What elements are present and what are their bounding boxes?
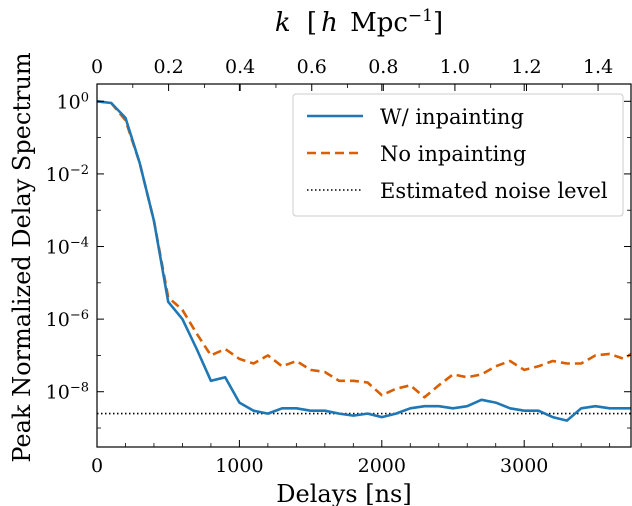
top-tick-label: 1.0 [440,56,470,78]
x-axis-label: Delays [ns] [276,480,411,506]
legend: W/ inpainting No inpainting Estimated nois… [292,93,624,217]
axes-frame [96,83,632,448]
series-line-1 [97,100,631,399]
y-tick-label: 10−4 [46,235,89,259]
y-axis-label: Peak Normalized Delay Spectrum [8,52,36,463]
top-tick-label: 0.6 [297,56,327,78]
top-tick-label: 1.4 [583,56,613,78]
y-tick-label: 100 [57,90,89,114]
x-tick-label: 3000 [500,455,548,477]
y-tick-label: 10−6 [46,308,89,332]
top-tick-label: 0 [91,56,103,78]
legend-label-1: No inpainting [380,142,526,166]
plot-area: 0 1000 2000 3000 0 0.2 0.4 0.6 0.8 1.0 1.2 1.4 100 10… [46,56,632,477]
y-tick-label: 10−2 [46,162,89,186]
top-tick-label: 1.2 [511,56,541,78]
top-axis-label: k [h Mpc−1] [275,6,443,38]
x-tick-label: 2000 [358,455,406,477]
legend-label-2: Estimated noise level [380,179,608,203]
legend-box [292,93,624,217]
series-layer [97,100,631,422]
ticks-layer: 0 1000 2000 3000 0 0.2 0.4 0.6 0.8 1.0 1.2 1.4 100 10… [46,56,631,477]
x-tick-label: 0 [91,455,103,477]
top-tick-label: 0.4 [225,56,255,78]
x-tick-label: 1000 [215,455,263,477]
y-tick-label: 10−8 [46,380,89,404]
legend-label-0: W/ inpainting [380,105,524,129]
top-tick-label: 0.8 [368,56,398,78]
series-line-0 [97,100,631,422]
top-tick-label: 0.2 [153,56,183,78]
